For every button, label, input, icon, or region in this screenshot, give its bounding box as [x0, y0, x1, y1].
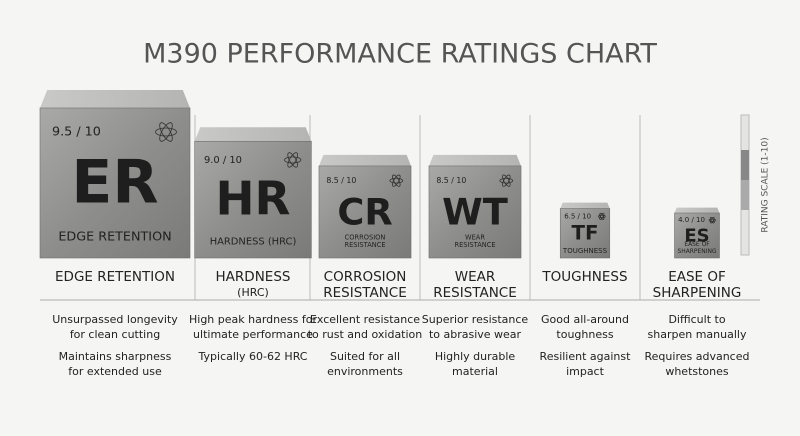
description: material [452, 365, 498, 378]
description: for clean cutting [70, 328, 160, 341]
cube-caption: EASE OF [684, 241, 710, 248]
cube [559, 208, 611, 259]
cube-top [560, 202, 610, 209]
cube-caption: TOUGHNESS [562, 247, 608, 255]
column-header: RESISTANCE [433, 285, 517, 301]
description: for extended use [68, 365, 162, 378]
cube-top [674, 207, 720, 213]
column-header: HARDNESS [216, 269, 291, 285]
description: Requires advanced [645, 350, 750, 363]
cube-symbol: HR [216, 172, 291, 226]
atom-icon [502, 174, 511, 187]
column-header: WEAR [455, 269, 496, 285]
description: Maintains sharpness [59, 350, 172, 363]
column-header: EASE OF [668, 269, 726, 285]
scale-label: RATING SCALE (1-10) [761, 137, 771, 232]
atom-icon [392, 174, 401, 187]
description: High peak hardness for [189, 313, 317, 326]
atom-icon [389, 177, 404, 184]
cube-caption: SHARPENING [678, 248, 717, 255]
cube-caption: RESISTANCE [344, 241, 385, 249]
value-label: 9.0 / 10 [204, 155, 242, 166]
column-header: TOUGHNESS [541, 269, 627, 285]
atom-icon [284, 156, 302, 164]
cube-symbol: TF [571, 222, 598, 245]
cube [674, 212, 720, 259]
description: Unsurpassed longevity [52, 313, 178, 326]
value-label: 9.5 / 10 [52, 125, 101, 140]
description: environments [327, 365, 403, 378]
atom-icon [597, 214, 606, 219]
description: to rust and oxidation [308, 328, 423, 341]
column-header: SHARPENING [653, 285, 742, 301]
cube-top [318, 154, 412, 166]
description: Excellent resistance [310, 313, 420, 326]
cube-caption: WEAR [465, 233, 485, 241]
description: Superior resistance [422, 313, 529, 326]
cube-symbol: CR [337, 190, 392, 233]
column-header: CORROSION [324, 269, 407, 285]
atom-icon [155, 127, 177, 137]
description: Suited for all [330, 350, 400, 363]
atom-icon [159, 122, 173, 142]
atom-icon [392, 174, 401, 187]
cube-symbol: ER [71, 148, 158, 218]
atom-icon [287, 152, 298, 168]
atom-icon [599, 212, 605, 220]
cube-caption: EDGE RETENTION [58, 230, 171, 245]
cube-top [428, 154, 522, 166]
description: to abrasive wear [429, 328, 522, 341]
cube [428, 165, 522, 259]
description: Difficult to [668, 313, 725, 326]
cube [318, 165, 412, 259]
atom-icon [502, 174, 511, 187]
atom-icon [287, 152, 298, 168]
atom-icon [708, 218, 716, 222]
value-label: 4.0 / 10 [678, 216, 705, 224]
cube-symbol: WT [442, 190, 508, 233]
atom-icon [599, 212, 605, 220]
description: sharpen manually [648, 328, 747, 341]
value-label: 6.5 / 10 [564, 212, 591, 220]
cube-caption: HARDNESS (HRC) [210, 237, 297, 248]
scale-bar [740, 114, 750, 256]
cube-symbol: ES [684, 225, 709, 246]
column-header: EDGE RETENTION [55, 269, 175, 285]
atom-icon [710, 217, 715, 224]
description: toughness [556, 328, 613, 341]
column-header: RESISTANCE [323, 285, 407, 301]
description: Typically 60-62 HRC [198, 350, 308, 363]
description: whetstones [665, 365, 729, 378]
cube-caption: RESISTANCE [454, 241, 495, 249]
column-header: (HRC) [237, 286, 269, 299]
cube [194, 140, 312, 259]
atom-icon [499, 177, 514, 184]
description: ultimate performance [193, 328, 313, 341]
description: Resilient against [540, 350, 632, 363]
chart-title: M390 PERFORMANCE RATINGS CHART [143, 39, 657, 70]
value-label: 8.5 / 10 [326, 176, 356, 185]
atom-icon [159, 122, 173, 142]
cube-top [194, 127, 312, 142]
cube [39, 107, 191, 259]
atom-icon [710, 217, 715, 224]
value-label: 8.5 / 10 [436, 176, 466, 185]
description: Highly durable [435, 350, 516, 363]
description: Good all-around [541, 313, 629, 326]
description: impact [566, 365, 605, 378]
cube-caption: CORROSION [345, 233, 386, 241]
cube-top [40, 90, 190, 108]
